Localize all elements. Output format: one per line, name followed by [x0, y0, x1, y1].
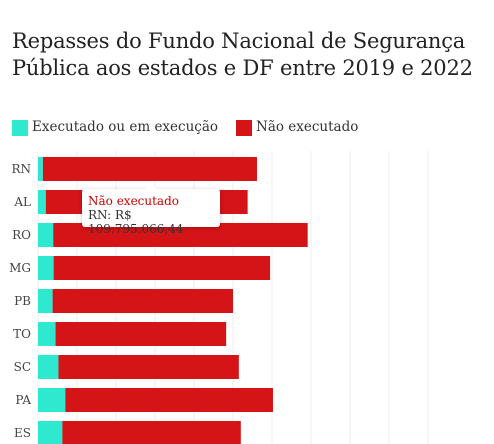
category-label-sc: SC — [14, 360, 31, 374]
bar-nao-executado-pb[interactable] — [52, 289, 233, 313]
category-label-to: TO — [13, 327, 31, 341]
tooltip-arrow — [145, 183, 157, 189]
category-label-pb: PB — [14, 294, 31, 308]
legend-swatch-nao-executado — [236, 120, 252, 136]
bar-executado-mg[interactable] — [38, 256, 54, 280]
bar-executado-pa[interactable] — [38, 388, 66, 412]
bar-nao-executado-ro[interactable] — [53, 223, 308, 247]
bar-executado-to[interactable] — [38, 322, 56, 346]
bar-nao-executado-to[interactable] — [55, 322, 227, 346]
bar-nao-executado-mg[interactable] — [53, 256, 271, 280]
category-label-ro: RO — [12, 228, 31, 242]
category-label-mg: MG — [9, 261, 31, 275]
tooltip-series: Não executado — [88, 194, 179, 208]
bar-executado-sc[interactable] — [38, 355, 59, 379]
category-label-al: AL — [13, 195, 31, 209]
bar-nao-executado-rn[interactable] — [42, 157, 257, 181]
bar-executado-es[interactable] — [38, 421, 63, 444]
bar-executado-pb[interactable] — [38, 289, 53, 313]
tooltip-amount: R$ 109.795.066,44 — [88, 208, 184, 236]
bar-nao-executado-es[interactable] — [62, 421, 241, 444]
chart-title: Repasses do Fundo Nacional de Segurança … — [12, 29, 473, 80]
bar-executado-ro[interactable] — [38, 223, 54, 247]
category-label-pa: PA — [15, 393, 31, 407]
bar-nao-executado-pa[interactable] — [65, 388, 273, 412]
legend-swatch-executado — [12, 120, 28, 136]
bar-executado-al[interactable] — [38, 190, 46, 214]
tooltip: Não executado RN: R$ 109.795.066,44 — [82, 183, 220, 236]
category-label-es: ES — [14, 426, 31, 440]
legend-label-executado: Executado ou em execução — [32, 119, 219, 135]
tooltip-state: RN — [88, 208, 108, 222]
tooltip-value: RN: R$ 109.795.066,44 — [88, 208, 184, 236]
category-labels: RN AL RO MG PB TO SC PA ES — [9, 162, 31, 440]
legend-label-nao-executado: Não executado — [256, 119, 359, 135]
category-label-rn: RN — [11, 162, 31, 176]
bar-executado-rn[interactable] — [38, 157, 43, 181]
bar-nao-executado-sc[interactable] — [58, 355, 239, 379]
